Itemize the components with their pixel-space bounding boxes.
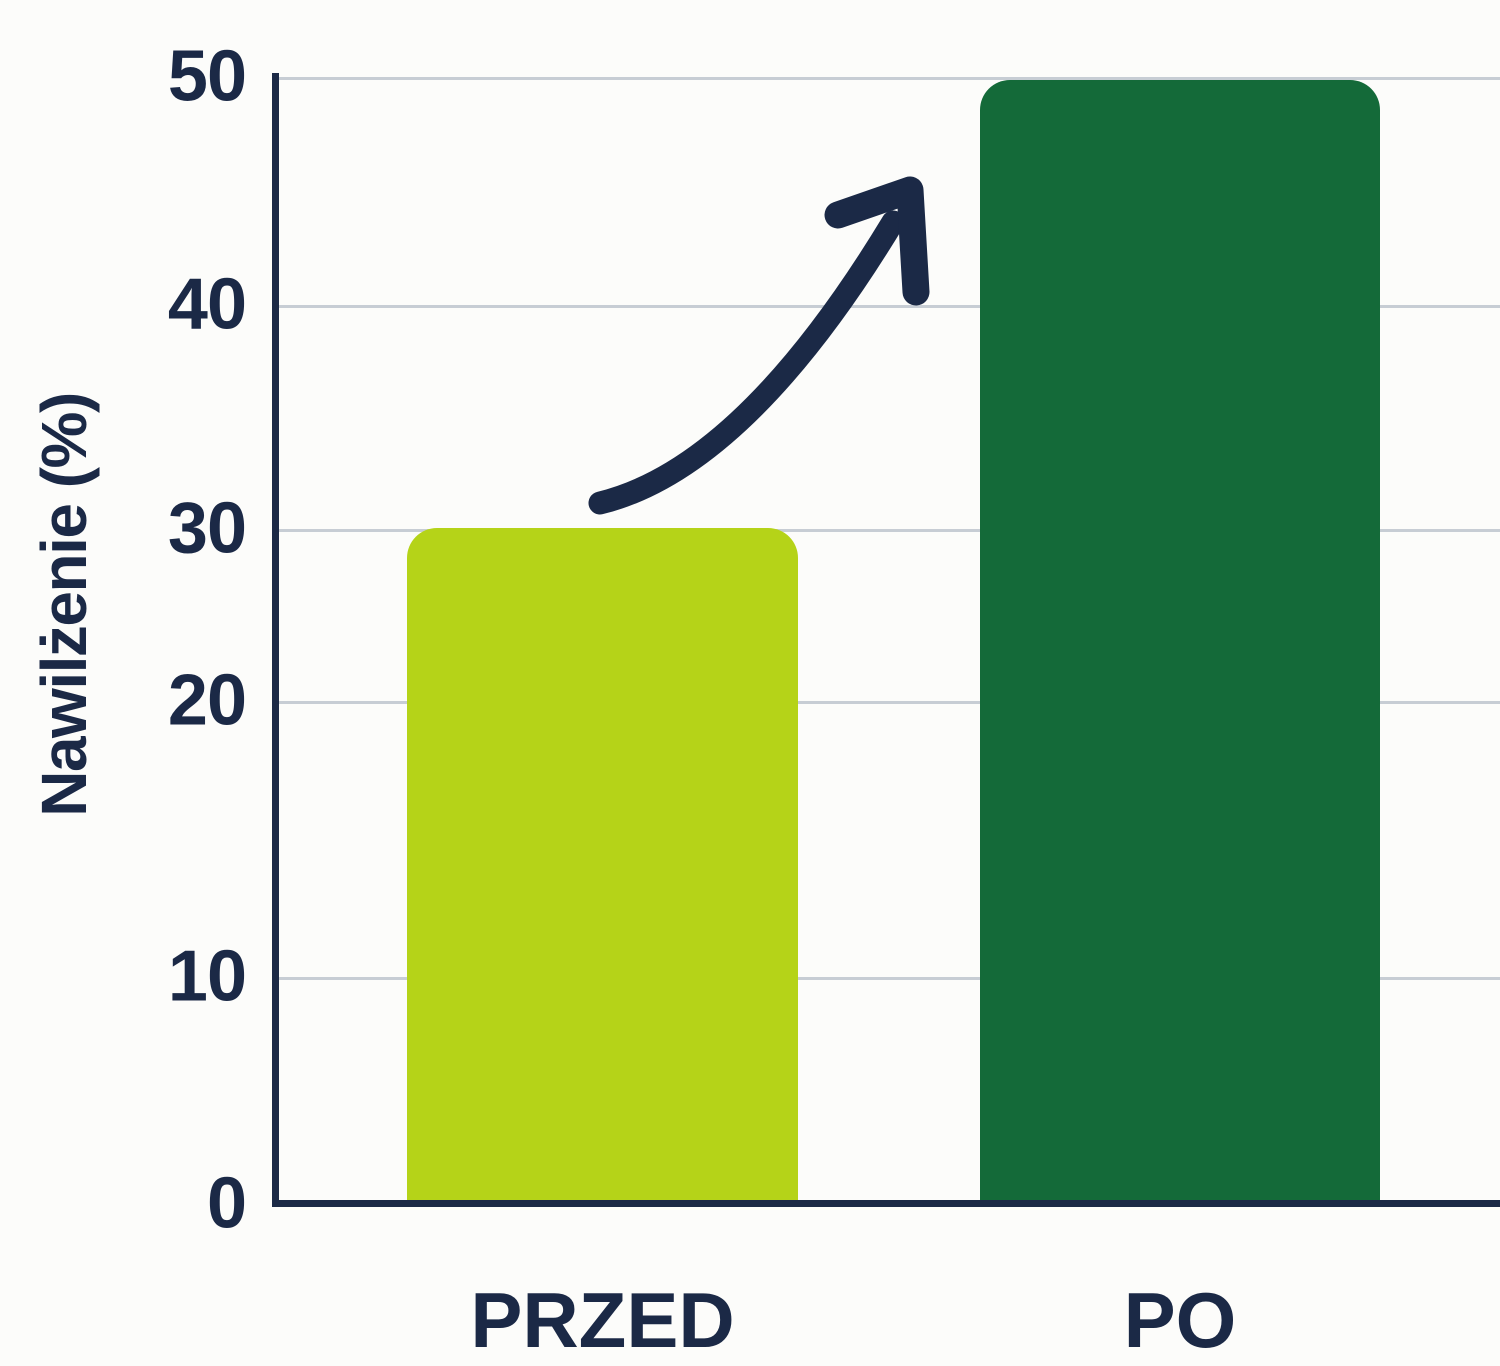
y-tick-label-40: 40 — [167, 264, 247, 345]
y-tick-label-0: 0 — [206, 1163, 247, 1244]
y-tick-label-30: 30 — [167, 488, 247, 569]
bar-po — [980, 80, 1380, 1204]
x-category-label-przed: PRZED — [470, 1276, 735, 1364]
gridline-30 — [276, 529, 1500, 532]
x-axis-line — [272, 1200, 1500, 1207]
y-tick-label-10: 10 — [167, 936, 247, 1017]
gridline-50 — [276, 77, 1500, 80]
gridline-20 — [276, 701, 1500, 704]
y-tick-label-50: 50 — [167, 36, 247, 117]
x-category-label-po: PO — [1123, 1276, 1237, 1364]
y-axis-line — [272, 73, 279, 1207]
gridline-10 — [276, 977, 1500, 980]
bar-przed — [407, 528, 798, 1204]
y-tick-label-20: 20 — [167, 660, 247, 741]
y-axis-title: Nawilżenie (%) — [28, 393, 100, 817]
